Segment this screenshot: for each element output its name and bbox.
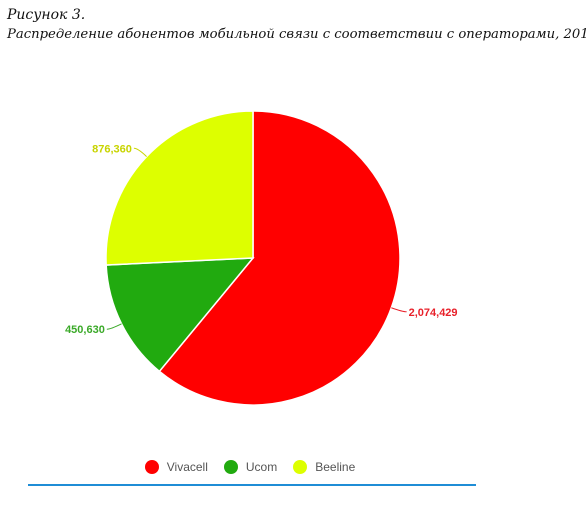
- leader-line-vivacell: [391, 307, 407, 313]
- pie-slice-ucom[interactable]: [105, 257, 255, 373]
- data-label-ucom: 450,630: [65, 324, 105, 336]
- legend-swatch-beeline: [293, 460, 308, 474]
- pie-slice-vivacell[interactable]: [158, 110, 401, 406]
- data-label-vivacell: 2,074,429: [409, 307, 458, 319]
- data-label-beeline: 876,360: [92, 143, 132, 155]
- leader-line-ucom: [106, 323, 122, 330]
- pie-slice-beeline[interactable]: [105, 110, 254, 266]
- figure-number: Рисунок 3.: [7, 7, 86, 23]
- chart-legend: Vivacell Ucom Beeline: [0, 460, 500, 474]
- legend-item-beeline[interactable]: Beeline: [293, 460, 355, 474]
- figure-caption: Рисунок 3. Распределение абонентов мобил…: [7, 6, 587, 44]
- legend-label-vivacell: Vivacell: [166, 460, 208, 474]
- bottom-divider: [28, 484, 476, 486]
- legend-item-vivacell[interactable]: Vivacell: [144, 460, 208, 474]
- legend-label-beeline: Beeline: [315, 460, 356, 474]
- legend-swatch-vivacell: [144, 460, 159, 474]
- leader-line-beeline: [133, 147, 147, 157]
- legend-swatch-ucom: [223, 460, 238, 474]
- legend-item-ucom[interactable]: Ucom: [223, 460, 278, 474]
- legend-label-ucom: Ucom: [245, 460, 278, 474]
- figure-title: Распределение абонентов мобильной связи …: [7, 27, 587, 42]
